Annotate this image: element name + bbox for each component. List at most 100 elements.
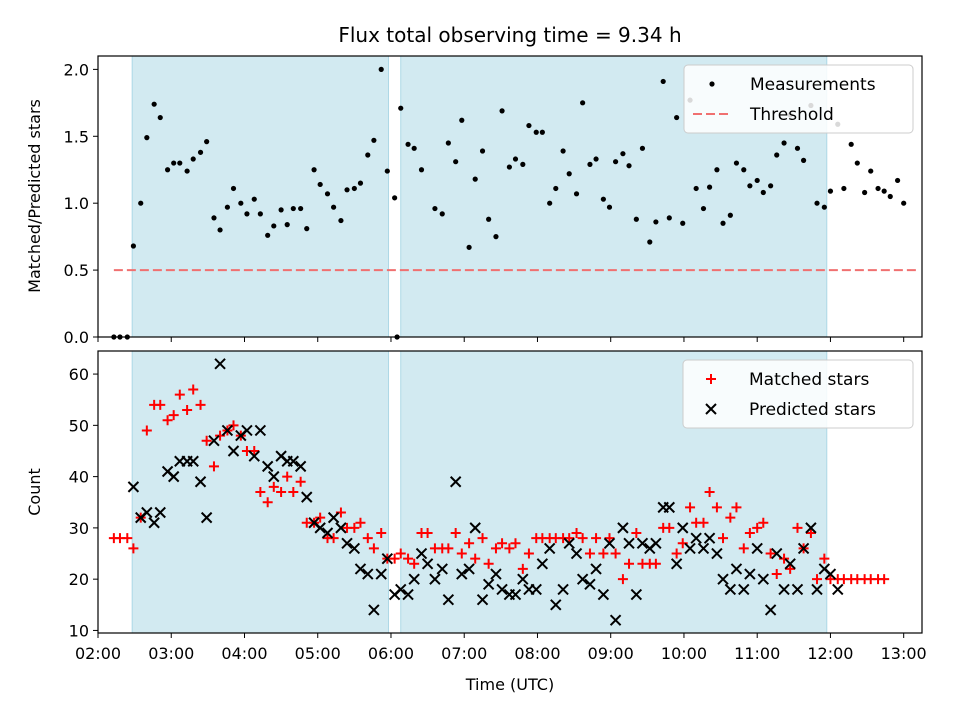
matched-stars-point bbox=[422, 528, 433, 539]
matched-stars-point bbox=[464, 538, 475, 549]
matched-stars-point bbox=[752, 522, 763, 533]
matched-stars-point bbox=[617, 574, 628, 585]
y-tick-label: 1.0 bbox=[64, 194, 89, 213]
predicted-stars-point bbox=[254, 424, 267, 437]
matched-stars-point bbox=[288, 487, 299, 497]
measurement-point bbox=[190, 156, 196, 162]
measurement-point bbox=[238, 200, 244, 206]
predicted-stars-point bbox=[348, 542, 361, 555]
measurement-point bbox=[171, 160, 177, 166]
predicted-stars-point bbox=[576, 573, 589, 585]
predicted-stars-point bbox=[314, 522, 326, 534]
predicted-stars-point bbox=[670, 558, 683, 570]
predicted-stars-point bbox=[294, 460, 307, 473]
predicted-stars-point bbox=[375, 568, 387, 580]
predicted-stars-point bbox=[724, 583, 737, 596]
measurement-point bbox=[177, 160, 183, 166]
measurement-point bbox=[620, 151, 626, 157]
matched-stars-point bbox=[584, 548, 595, 559]
measurement-point bbox=[351, 185, 357, 192]
measurement-point bbox=[894, 177, 901, 184]
predicted-stars-point bbox=[805, 522, 817, 534]
measurement-point bbox=[338, 217, 344, 224]
predicted-stars-point bbox=[751, 542, 763, 555]
matched-stars-point bbox=[731, 502, 742, 513]
measurement-point bbox=[600, 196, 606, 202]
predicted-stars-point bbox=[476, 593, 489, 606]
predicted-stars-point bbox=[354, 563, 367, 575]
measurement-point bbox=[741, 167, 747, 173]
x-tick-label: 03:00 bbox=[148, 644, 194, 663]
predicted-stars-point bbox=[362, 568, 374, 580]
predicted-stars-point bbox=[381, 552, 394, 565]
predicted-stars-point bbox=[436, 563, 448, 575]
predicted-stars-point bbox=[301, 491, 313, 503]
y-tick-label: 60 bbox=[69, 365, 89, 384]
predicted-stars-point bbox=[469, 522, 481, 534]
measurement-point bbox=[357, 180, 364, 186]
predicted-stars-point bbox=[832, 583, 844, 596]
bottom-plot: 10 20 30 40 50 60 02:00 03:00 04:00 05:00 06:00 07:… bbox=[25, 350, 927, 694]
predicted-stars-point bbox=[744, 568, 756, 580]
predicted-stars-point bbox=[154, 506, 166, 519]
matched-stars-point bbox=[771, 569, 782, 580]
measurement-point bbox=[841, 185, 847, 192]
measurement-point bbox=[499, 108, 505, 114]
matched-stars-point bbox=[368, 543, 379, 554]
predicted-stars-point bbox=[227, 445, 240, 457]
matched-stars-point bbox=[182, 404, 193, 415]
predicted-stars-point bbox=[456, 568, 468, 580]
measurement-point bbox=[639, 145, 646, 151]
measurement-point bbox=[418, 167, 425, 173]
predicted-stars-point bbox=[797, 542, 810, 555]
predicted-stars-point bbox=[563, 537, 575, 549]
matched-stars-point bbox=[255, 487, 266, 497]
predicted-stars-point bbox=[187, 455, 199, 467]
top-chart-title: Flux total observing time = 9.34 h bbox=[338, 23, 681, 47]
measurement-point bbox=[814, 200, 820, 206]
predicted-stars-point bbox=[200, 511, 213, 524]
measurement-point bbox=[560, 148, 566, 154]
measurement-point bbox=[298, 205, 304, 212]
legend-swatch bbox=[705, 403, 717, 415]
predicted-stars-point bbox=[730, 563, 743, 575]
measurement-point bbox=[881, 188, 887, 194]
predicted-stars-point bbox=[517, 573, 529, 585]
measurement-point bbox=[439, 211, 445, 217]
matched-stars-point bbox=[805, 528, 816, 539]
x-tick-label: 06:00 bbox=[368, 644, 414, 663]
matched-stars-point bbox=[376, 528, 387, 539]
y-axis-label: Matched/Predicted stars bbox=[25, 99, 44, 293]
measurement-point bbox=[533, 129, 539, 135]
predicted-stars-point bbox=[677, 522, 689, 534]
matched-stars-point bbox=[591, 533, 602, 544]
predicted-stars-point bbox=[496, 583, 508, 596]
measurement-point bbox=[887, 193, 893, 200]
measurement-point bbox=[398, 105, 404, 111]
matched-stars-point bbox=[725, 512, 736, 523]
measurement-point bbox=[164, 167, 171, 173]
measurement-point bbox=[747, 183, 753, 189]
matched-stars-point bbox=[624, 558, 635, 569]
predicted-stars-point bbox=[208, 435, 220, 447]
y-tick-label: 1.5 bbox=[64, 127, 89, 146]
x-tick-label: 10:00 bbox=[661, 644, 707, 663]
predicted-stars-point bbox=[241, 424, 253, 437]
matched-stars-point bbox=[483, 558, 494, 569]
predicted-stars-point bbox=[214, 358, 226, 370]
predicted-stars-point bbox=[550, 599, 562, 611]
measurement-point bbox=[411, 145, 417, 151]
predicted-stars-point bbox=[636, 537, 649, 549]
measurement-point bbox=[706, 184, 713, 190]
predicted-stars-point bbox=[248, 450, 260, 462]
measurement-point bbox=[633, 216, 639, 222]
predicted-stars-point bbox=[530, 583, 542, 596]
matched-stars-point bbox=[577, 533, 588, 544]
matched-stars-point bbox=[879, 574, 890, 585]
predicted-stars-point bbox=[663, 501, 676, 514]
predicted-stars-point bbox=[148, 517, 160, 529]
measurement-point bbox=[197, 149, 204, 155]
measurement-point bbox=[230, 185, 237, 192]
x-tick-label: 02:00 bbox=[75, 644, 121, 663]
predicted-stars-point bbox=[778, 583, 790, 596]
